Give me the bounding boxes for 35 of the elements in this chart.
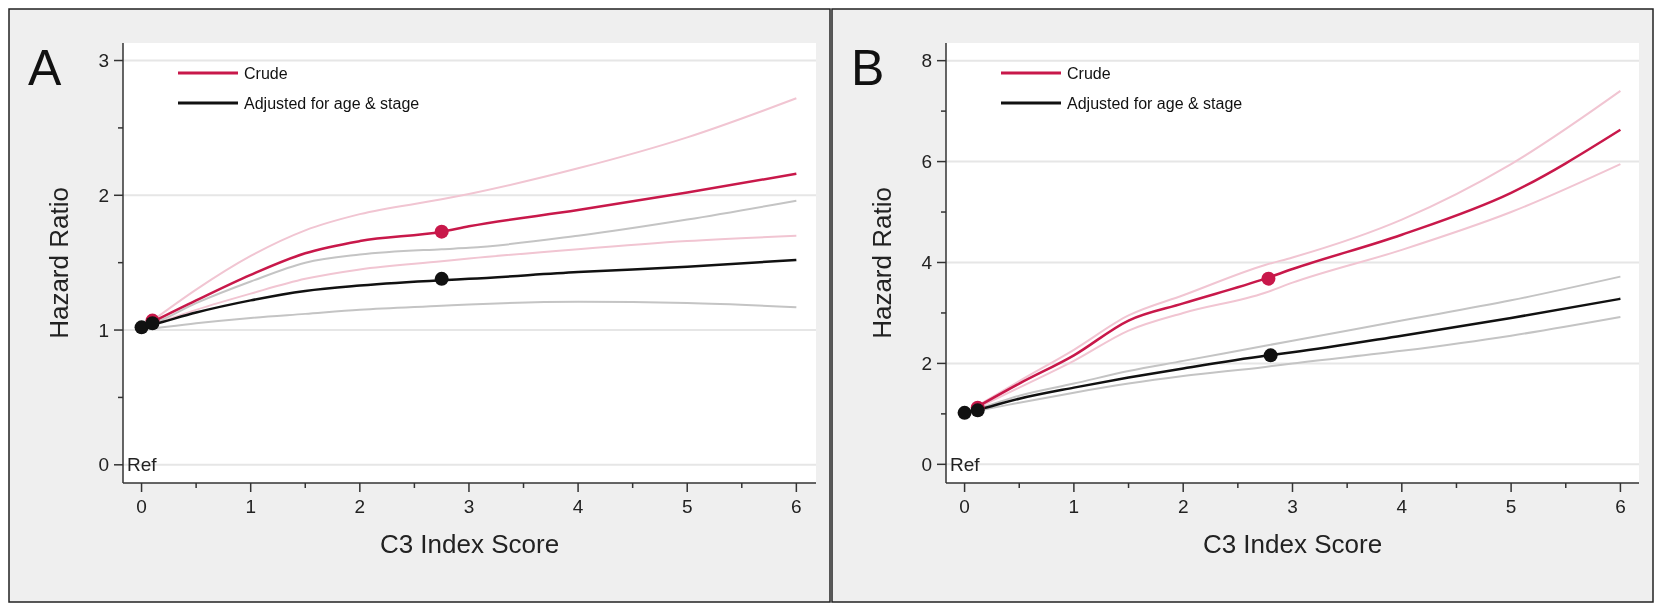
y-tick-label: 2: [921, 353, 932, 375]
x-tick-label: 0: [136, 496, 147, 517]
legend-label: Adjusted for age & stage: [1067, 94, 1243, 112]
y-tick-label: 1: [98, 319, 109, 341]
legend-label: Adjusted for age & stage: [244, 94, 420, 112]
x-axis-title: C3 Index Score: [1202, 529, 1383, 559]
y-axis-title: Hazard Ratio: [867, 187, 897, 339]
legend-label: Crude: [1067, 64, 1111, 82]
y-tick-label: 4: [921, 252, 933, 274]
legend-label: Crude: [244, 64, 288, 82]
chart-title: B: [851, 40, 885, 96]
x-tick-label: 1: [1068, 496, 1080, 517]
y-tick-label: 2: [98, 184, 109, 206]
x-axis-title: C3 Index Score: [379, 529, 560, 559]
y-tick-label: 0: [921, 453, 932, 475]
x-tick-label: 3: [463, 496, 475, 517]
x-tick-label: 4: [572, 496, 584, 517]
y-tick-label: 6: [921, 151, 932, 173]
annotation: Ref: [127, 454, 158, 475]
x-tick-label: 2: [1177, 496, 1189, 517]
x-tick-label: 5: [681, 496, 693, 517]
y-axis-title: Hazard Ratio: [44, 187, 74, 339]
x-tick-label: 6: [791, 496, 802, 517]
x-tick-label: 3: [1287, 496, 1298, 517]
x-tick-label: 4: [1396, 496, 1408, 517]
x-tick-label: 6: [1615, 496, 1626, 517]
y-tick-label: 3: [98, 50, 109, 72]
y-tick-label: 0: [98, 454, 109, 476]
annotation: Ref: [950, 454, 981, 475]
x-tick-label: 0: [959, 496, 970, 517]
y-tick-label: 8: [921, 50, 932, 72]
chart-title: A: [28, 40, 62, 96]
x-tick-label: 5: [1505, 496, 1517, 517]
x-tick-label: 2: [354, 496, 366, 517]
x-tick-label: 1: [245, 496, 256, 517]
